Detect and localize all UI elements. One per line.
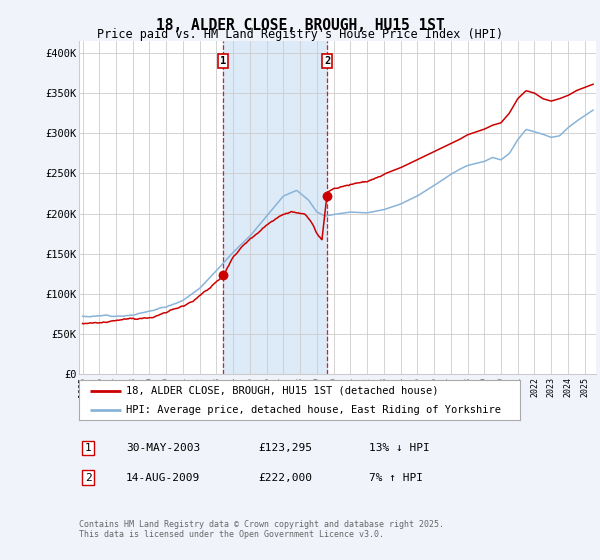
Text: Contains HM Land Registry data © Crown copyright and database right 2025.
This d: Contains HM Land Registry data © Crown c… [79, 520, 444, 539]
Text: HPI: Average price, detached house, East Riding of Yorkshire: HPI: Average price, detached house, East… [125, 405, 500, 415]
Text: 1: 1 [85, 443, 92, 453]
Point [218, 270, 228, 279]
Point [322, 192, 332, 200]
Text: £123,295: £123,295 [258, 443, 312, 453]
Text: 2: 2 [85, 473, 92, 483]
Text: 18, ALDER CLOSE, BROUGH, HU15 1ST: 18, ALDER CLOSE, BROUGH, HU15 1ST [155, 18, 445, 33]
Text: 2: 2 [324, 56, 331, 66]
Text: 1: 1 [220, 56, 227, 66]
Text: 14-AUG-2009: 14-AUG-2009 [126, 473, 200, 483]
Bar [223, 41, 327, 374]
Text: 30-MAY-2003: 30-MAY-2003 [126, 443, 200, 453]
Text: 18, ALDER CLOSE, BROUGH, HU15 1ST (detached house): 18, ALDER CLOSE, BROUGH, HU15 1ST (detac… [125, 386, 438, 396]
Text: 7% ↑ HPI: 7% ↑ HPI [369, 473, 423, 483]
Text: 13% ↓ HPI: 13% ↓ HPI [369, 443, 430, 453]
Text: £222,000: £222,000 [258, 473, 312, 483]
Text: Price paid vs. HM Land Registry's House Price Index (HPI): Price paid vs. HM Land Registry's House … [97, 28, 503, 41]
